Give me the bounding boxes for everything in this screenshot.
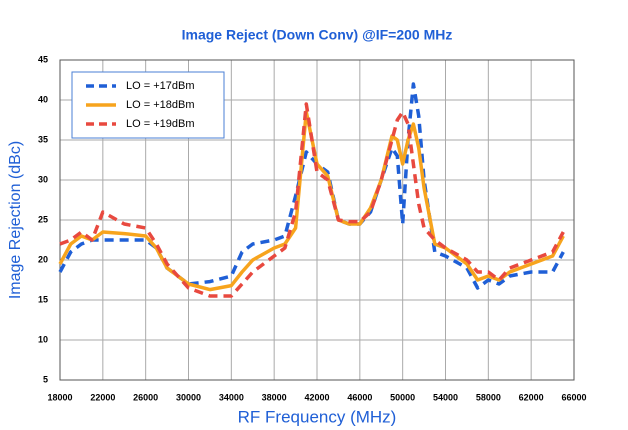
x-tick-label: 54000 [433, 392, 458, 402]
x-tick-label: 42000 [304, 392, 329, 402]
x-tick-label: 38000 [262, 392, 287, 402]
chart-title: Image Reject (Down Conv) @IF=200 MHz [182, 27, 453, 43]
y-tick-label: 20 [38, 254, 48, 264]
x-tick-label: 66000 [561, 392, 586, 402]
x-tick-label: 26000 [133, 392, 158, 402]
legend-label: LO = +19dBm [126, 118, 195, 130]
legend-label: LO = +17dBm [126, 80, 195, 92]
x-tick-label: 58000 [476, 392, 501, 402]
plot-frame [59, 59, 575, 381]
y-tick-label: 30 [38, 174, 48, 184]
series-line [59, 102, 565, 298]
x-tick-label: 62000 [519, 392, 544, 402]
y-tick-label: 10 [38, 334, 48, 344]
x-tick-label: 46000 [347, 392, 372, 402]
y-tick-label: 15 [38, 294, 48, 304]
y-tick-label: 45 [38, 54, 48, 64]
y-tick-label: 35 [38, 134, 48, 144]
y-tick-label: 5 [43, 374, 48, 384]
series-line [58, 110, 565, 292]
x-tick-label: 22000 [90, 392, 115, 402]
x-tick-label: 30000 [176, 392, 201, 402]
y-tick-label: 25 [38, 214, 48, 224]
x-tick-label: 18000 [47, 392, 72, 402]
x-axis-label: RF Frequency (MHz) [238, 407, 397, 426]
x-tick-label: 50000 [390, 392, 415, 402]
y-tick-label: 40 [38, 94, 48, 104]
y-axis-label: Image Rejection (dBc) [7, 141, 24, 299]
x-tick-label: 34000 [219, 392, 244, 402]
legend-label: LO = +18dBm [126, 99, 195, 111]
